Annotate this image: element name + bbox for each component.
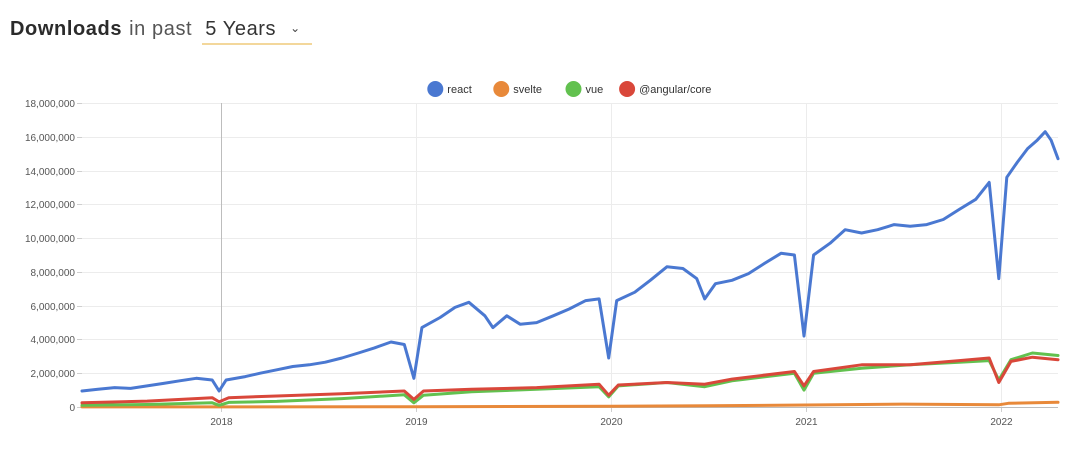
series-line-react <box>80 130 1060 393</box>
legend-swatch <box>619 81 636 97</box>
y-tick-label: 2,000,000 <box>31 369 76 380</box>
y-tick-label: 10,000,000 <box>25 234 75 245</box>
y-tick-label: 18,000,000 <box>25 99 75 110</box>
range-dropdown[interactable]: 5 Years ⌄ <box>202 18 313 45</box>
legend-swatch <box>493 81 510 97</box>
x-tick-label: 2020 <box>600 417 623 428</box>
x-tick-label: 2021 <box>795 417 818 428</box>
x-axis: 2018 2019 2020 2021 2022 <box>82 407 1058 428</box>
y-tick-label: 8,000,000 <box>31 268 76 279</box>
y-tick-label: 4,000,000 <box>31 335 76 346</box>
y-tick-label: 12,000,000 <box>25 200 75 211</box>
legend-item-angular-core: @angular/core <box>619 81 711 97</box>
legend-swatch <box>427 81 444 97</box>
chevron-down-icon: ⌄ <box>290 20 301 35</box>
downloads-header: Downloads in past 5 Years ⌄ <box>10 18 313 52</box>
legend: react svelte vue @angular/core <box>427 81 711 97</box>
y-tick-label: 16,000,000 <box>25 133 75 144</box>
legend-label: vue <box>586 84 604 96</box>
legend-label: svelte <box>513 84 542 96</box>
legend-item-svelte: svelte <box>493 81 542 97</box>
series-line-svelte <box>80 400 1060 409</box>
y-tick-label: 0 <box>69 403 75 414</box>
legend-label: react <box>447 84 471 96</box>
y-tick-label: 6,000,000 <box>31 302 76 313</box>
x-tick-label: 2022 <box>990 417 1013 428</box>
x-tick-label: 2018 <box>210 417 233 428</box>
x-tick-label: 2019 <box>405 417 428 428</box>
series-lines <box>80 130 1060 409</box>
range-value: 5 Years <box>205 18 277 40</box>
series-line-angular-core <box>80 355 1060 405</box>
grid <box>82 103 1058 408</box>
legend-item-vue: vue <box>565 81 604 97</box>
y-axis: 0 2,000,000 4,000,000 6,000,000 8,000,000 10,… <box>25 99 82 414</box>
legend-label: @angular/core <box>639 84 711 96</box>
legend-item-react: react <box>427 81 472 97</box>
header-title: Downloads <box>10 18 123 40</box>
header-prefix: in past <box>129 18 193 40</box>
y-tick-label: 14,000,000 <box>25 167 75 178</box>
legend-swatch <box>565 81 582 97</box>
